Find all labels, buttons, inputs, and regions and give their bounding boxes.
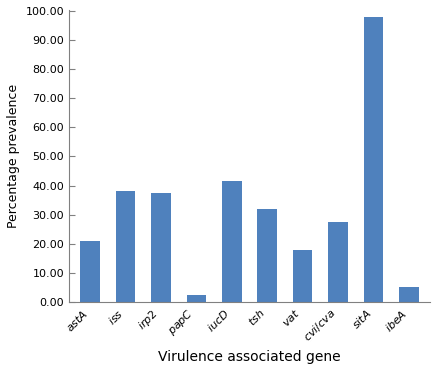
Bar — [399, 288, 419, 302]
X-axis label: Virulence associated gene: Virulence associated gene — [158, 350, 341, 364]
Y-axis label: Percentage prevalence: Percentage prevalence — [7, 84, 20, 228]
Bar — [116, 191, 135, 302]
Bar — [328, 222, 348, 302]
Bar — [151, 193, 171, 302]
Bar — [80, 241, 100, 302]
Bar — [187, 295, 206, 302]
Bar — [257, 209, 277, 302]
Bar — [293, 250, 312, 302]
Bar — [222, 181, 242, 302]
Bar — [364, 17, 383, 302]
